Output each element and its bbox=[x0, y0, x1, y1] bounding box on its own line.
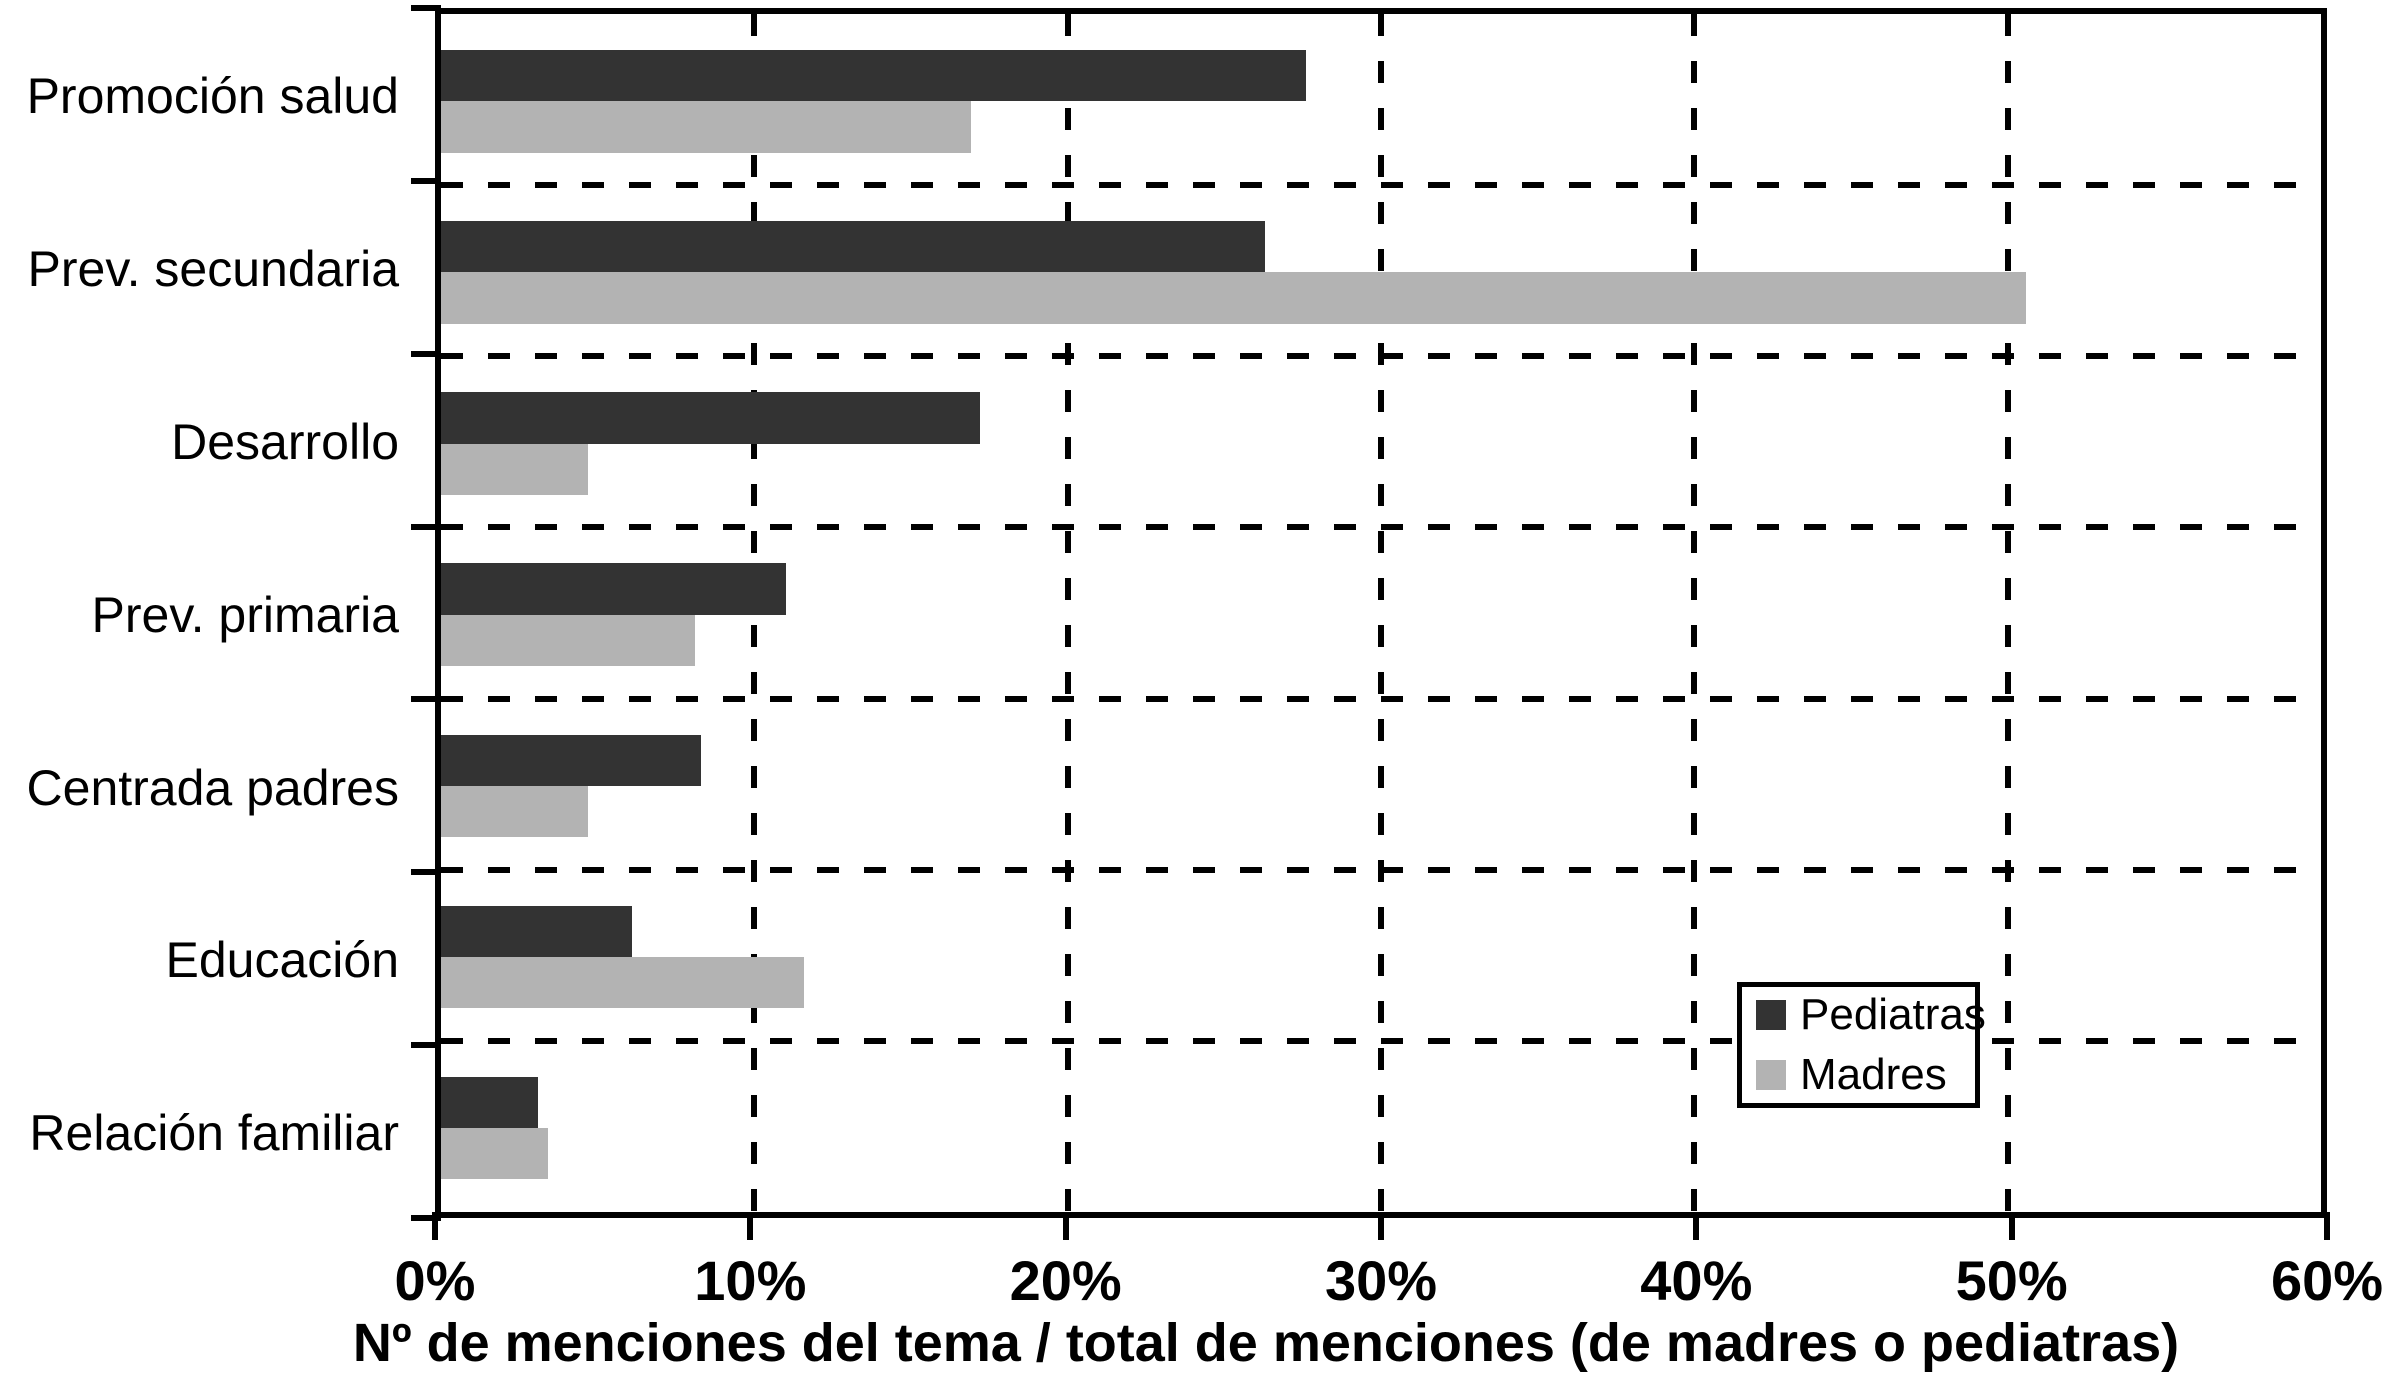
x-axis-tick-20% bbox=[1062, 1212, 1069, 1240]
category-label-6: Educación bbox=[165, 932, 400, 989]
x-axis-tick-labels: 0% 10% 20% 30% 40% 50% 60% bbox=[395, 1248, 2382, 1312]
legend-item-madres: Madres bbox=[1756, 1050, 1975, 1100]
x-axis-tick-30% bbox=[1378, 1212, 1384, 1240]
category-label-5: Centrada padres bbox=[26, 759, 399, 816]
x-axis-tick-0% bbox=[432, 1212, 438, 1240]
x-tick-label-40%: 40% bbox=[1640, 1249, 1753, 1312]
bar-pediatras-4 bbox=[441, 563, 786, 615]
legend-label-pediatras: Pediatras bbox=[1800, 990, 1986, 1039]
bar-madres-4 bbox=[441, 614, 695, 667]
bar-madres-5 bbox=[441, 785, 589, 838]
horizontal-gridline-6 bbox=[441, 1037, 2321, 1044]
bar-madres-3 bbox=[441, 443, 589, 495]
bar-madres-7 bbox=[441, 1128, 548, 1180]
bar-madres-6 bbox=[441, 956, 805, 1009]
y-axis-tick-3 bbox=[411, 523, 441, 530]
category-axis-labels: Promoción salud Prev. secundaria Desarroll… bbox=[0, 8, 417, 1218]
legend-box: Pediatras Madres bbox=[1737, 982, 1986, 1108]
bar-pediatras-5 bbox=[441, 734, 702, 786]
x-tick-label-60%: 60% bbox=[2270, 1249, 2382, 1312]
vertical-gridline-30% bbox=[1378, 14, 1384, 1212]
bar-pediatras-2 bbox=[441, 221, 1266, 273]
y-axis-tick-2 bbox=[411, 350, 441, 357]
bar-madres-2 bbox=[441, 272, 2027, 324]
x-tick-label-50%: 50% bbox=[1955, 1249, 2068, 1312]
horizontal-gridline-4 bbox=[441, 695, 2321, 702]
y-axis-tick-6 bbox=[411, 1042, 441, 1049]
y-axis-tick-1 bbox=[411, 177, 441, 184]
bar-pediatras-6 bbox=[441, 905, 633, 957]
y-axis-tick-7 bbox=[411, 1215, 441, 1221]
x-tick-label-20%: 20% bbox=[1009, 1249, 1122, 1312]
legend-label-madres: Madres bbox=[1800, 1050, 1947, 1099]
category-label-7: Relación familiar bbox=[29, 1105, 399, 1162]
bar-pediatras-1 bbox=[441, 49, 1306, 102]
vertical-gridline-40% bbox=[1691, 14, 1698, 1212]
x-axis-tick-50% bbox=[2008, 1212, 2015, 1240]
y-axis-tick-5 bbox=[411, 869, 441, 876]
x-axis-tick-10% bbox=[747, 1212, 754, 1240]
x-axis-tick-60% bbox=[2324, 1212, 2330, 1240]
x-axis-tick-40% bbox=[1693, 1212, 1700, 1240]
horizontal-gridline-3 bbox=[441, 524, 2321, 531]
bar-pediatras-3 bbox=[441, 392, 980, 444]
vertical-gridline-50% bbox=[2004, 14, 2011, 1212]
madres-swatch bbox=[1756, 1060, 1786, 1090]
category-label-1: Promoción salud bbox=[26, 68, 399, 125]
horizontal-gridline-5 bbox=[441, 866, 2321, 873]
vertical-gridline-20% bbox=[1064, 14, 1071, 1212]
bar-pediatras-7 bbox=[441, 1076, 539, 1129]
x-axis-title: Nº de menciones del tema / total de menc… bbox=[352, 1313, 2180, 1373]
y-axis-tick-0 bbox=[411, 5, 441, 11]
x-tick-label-10%: 10% bbox=[694, 1249, 807, 1312]
category-label-3: Desarrollo bbox=[171, 413, 399, 470]
bar-madres-1 bbox=[441, 101, 971, 153]
horizontal-gridline-2 bbox=[441, 353, 2321, 360]
x-tick-label-0%: 0% bbox=[394, 1249, 476, 1312]
pediatras-swatch bbox=[1756, 1000, 1786, 1030]
x-tick-label-30%: 30% bbox=[1324, 1249, 1438, 1312]
category-label-2: Prev. secundaria bbox=[27, 241, 399, 297]
plot-area bbox=[435, 8, 2327, 1218]
horizontal-gridline-1 bbox=[441, 182, 2321, 189]
y-axis-tick-4 bbox=[411, 696, 441, 703]
legend-item-pediatras: Pediatras bbox=[1756, 990, 1986, 1040]
category-label-4: Prev. primaria bbox=[91, 586, 399, 643]
